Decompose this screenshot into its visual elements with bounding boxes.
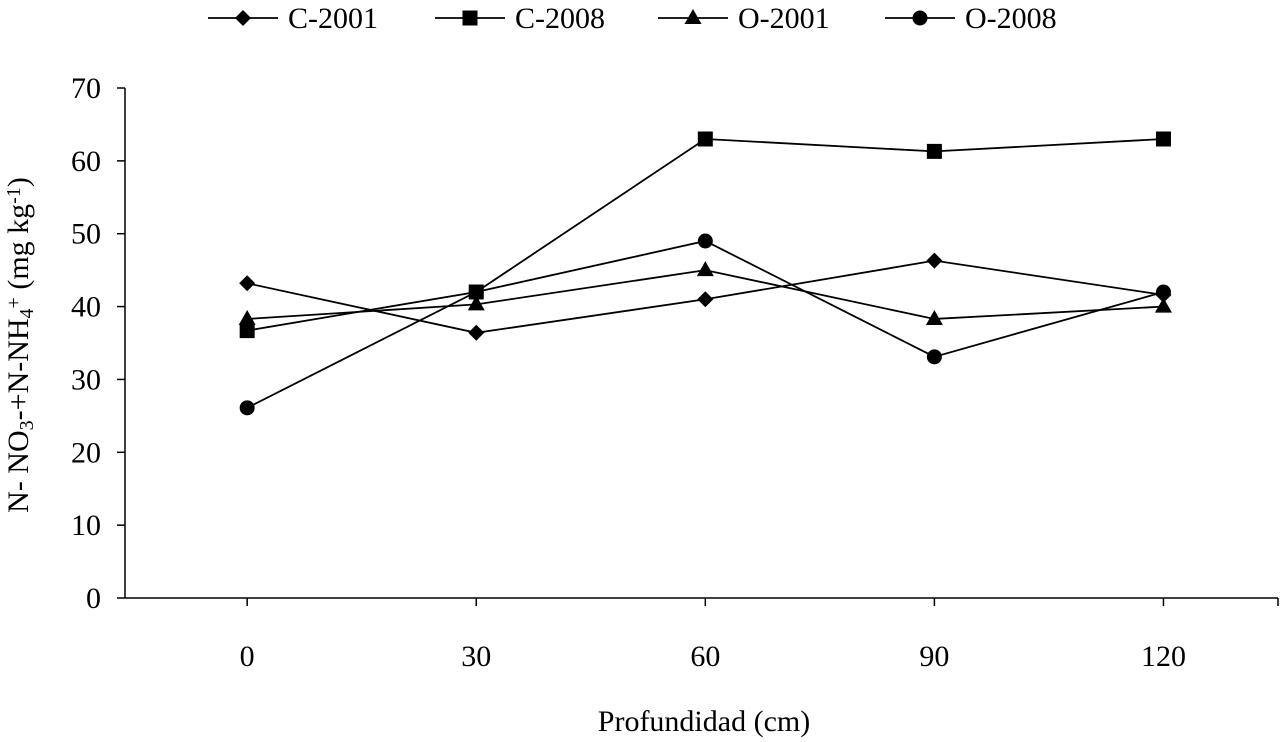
y-axis-title-part: ) [2, 177, 35, 187]
data-point-o-2008 [926, 349, 942, 365]
y-ticks: 0 10 20 30 40 50 60 70 [71, 72, 125, 615]
legend-item-o-2008: O-2008 [885, 2, 1057, 35]
y-tick-label: 20 [71, 436, 101, 469]
data-point-o-2001 [925, 309, 943, 325]
y-axis-title-part: 4 [16, 308, 38, 318]
legend-label: C-2008 [515, 2, 605, 35]
data-point-c-2008 [926, 143, 942, 159]
legend-item-c-2008: C-2008 [435, 2, 605, 35]
data-point-o-2001 [1154, 297, 1172, 313]
y-axis-title: N- NO3-+N-NH4+ (mg kg-1) [2, 177, 38, 513]
legend-label: C-2001 [288, 2, 378, 35]
x-tick-label: 0 [240, 640, 255, 673]
data-point-c-2001 [926, 252, 943, 269]
x-ticks: 0 30 60 90 120 [240, 598, 1186, 673]
x-tick-label: 60 [690, 640, 720, 673]
y-tick-label: 60 [71, 145, 101, 178]
y-axis-title-part: -+N-NH [2, 318, 35, 420]
data-point-o-2008 [697, 233, 713, 249]
y-axis-title-part: 3 [16, 420, 38, 430]
legend-item-o-2001: O-2001 [658, 2, 830, 35]
data-point-c-2008 [239, 323, 255, 339]
y-axis-title-part: -1 [3, 187, 25, 204]
series-markers [238, 131, 1172, 416]
x-tick-label: 30 [461, 640, 491, 673]
y-tick-label: 40 [71, 291, 101, 324]
legend-marker-diamond [235, 10, 251, 26]
y-tick-label: 10 [71, 509, 101, 542]
y-tick-label: 30 [71, 363, 101, 396]
data-point-c-2001 [239, 275, 256, 292]
legend-item-c-2001: C-2001 [208, 2, 378, 35]
y-tick-label: 70 [71, 72, 101, 105]
x-axis-title: Profundidad (cm) [598, 705, 810, 738]
data-point-c-2001 [468, 324, 485, 341]
data-point-o-2008 [468, 284, 484, 300]
y-tick-label: 0 [86, 582, 101, 615]
data-point-o-2008 [1155, 284, 1171, 300]
x-tick-label: 90 [919, 640, 949, 673]
legend-label: O-2008 [965, 2, 1057, 35]
data-point-c-2008 [1155, 131, 1171, 147]
legend-marker-circle [912, 10, 928, 26]
y-axis-title-part: + [3, 297, 25, 308]
data-point-o-2001 [238, 309, 256, 325]
data-point-o-2001 [467, 295, 485, 311]
y-tick-label: 50 [71, 218, 101, 251]
legend-marker-square [462, 10, 478, 26]
x-tick-label: 120 [1141, 640, 1186, 673]
legend-label: O-2001 [738, 2, 830, 35]
data-point-o-2001 [696, 261, 714, 277]
data-point-o-2008 [239, 400, 255, 416]
y-axis-title-part: (mg kg [2, 204, 35, 297]
legend-marker-triangle [684, 9, 702, 24]
data-point-c-2001 [697, 291, 714, 308]
axes [124, 88, 1279, 606]
y-axis-label: N- NO3-+N-NH4+ (mg kg-1) [2, 177, 38, 513]
data-point-c-2008 [697, 131, 713, 147]
legend: C-2001 C-2008 O-2001 O-2008 [208, 2, 1057, 35]
y-axis-title-part: N- NO [2, 430, 35, 513]
